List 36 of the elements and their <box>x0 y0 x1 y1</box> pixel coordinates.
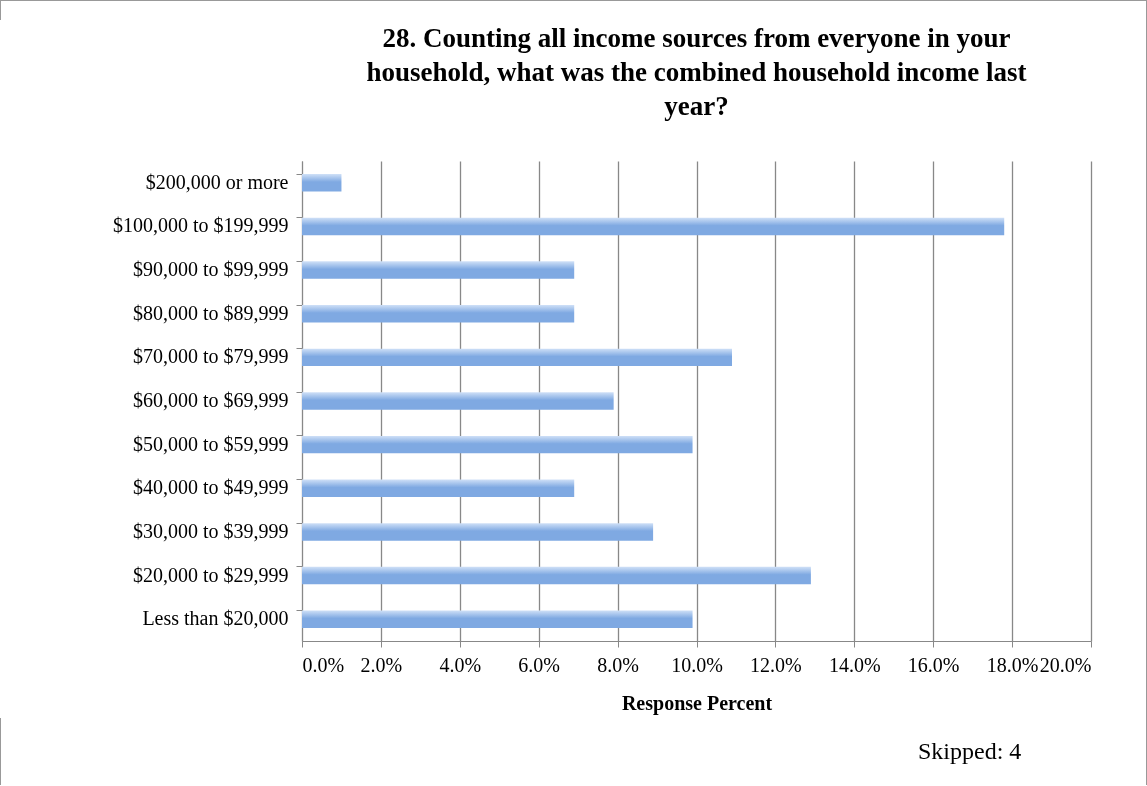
x-tick-label: 12.0% <box>750 653 802 676</box>
x-tick-label: 6.0% <box>518 653 561 676</box>
y-tick-label: $200,000 or more <box>145 170 289 193</box>
x-tick-label: 14.0% <box>828 653 881 676</box>
chart-title: 28. Counting all income sources from everyone in your household, what was the combined household income last year? <box>366 23 1027 121</box>
bar <box>302 610 693 628</box>
bar <box>302 261 575 279</box>
y-tick-label: $50,000 to $59,999 <box>132 432 289 455</box>
x-tick-label: 10.0% <box>671 653 723 676</box>
y-tick-label: $70,000 to $79,999 <box>132 345 289 368</box>
y-tick-label: $30,000 to $39,999 <box>132 519 289 542</box>
y-tick-label: $40,000 to $49,999 <box>132 476 289 499</box>
text: Skipped: 4 <box>918 738 1022 765</box>
bar <box>302 523 654 541</box>
bar <box>302 217 1005 236</box>
y-tick-label: $90,000 to $99,999 <box>132 258 289 281</box>
y-tick-label: $60,000 to $69,999 <box>132 389 289 411</box>
y-tick-label: Less than $20,000 <box>142 607 289 630</box>
bar <box>302 392 614 410</box>
x-tick-label: 8.0% <box>597 653 639 676</box>
x-axis-title: Response Percent <box>621 691 773 715</box>
x-tick-label: 20.0% <box>1039 653 1092 676</box>
bar <box>302 435 693 454</box>
x-tick-label: 18.0% <box>986 653 1039 676</box>
bar <box>302 174 342 192</box>
bar <box>302 348 733 367</box>
bar <box>302 566 811 585</box>
y-tick-label: $80,000 to $89,999 <box>132 301 289 324</box>
bar <box>302 305 575 323</box>
y-tick-label: $100,000 to $199,999 <box>112 214 289 237</box>
bar <box>302 479 575 497</box>
x-tick-label: 16.0% <box>907 653 960 676</box>
y-tick-label: $20,000 to $29,999 <box>132 563 289 586</box>
x-tick-label: 2.0% <box>360 653 403 676</box>
x-tick-label: 0.0% <box>302 653 345 676</box>
x-tick-label: 4.0% <box>439 653 482 676</box>
